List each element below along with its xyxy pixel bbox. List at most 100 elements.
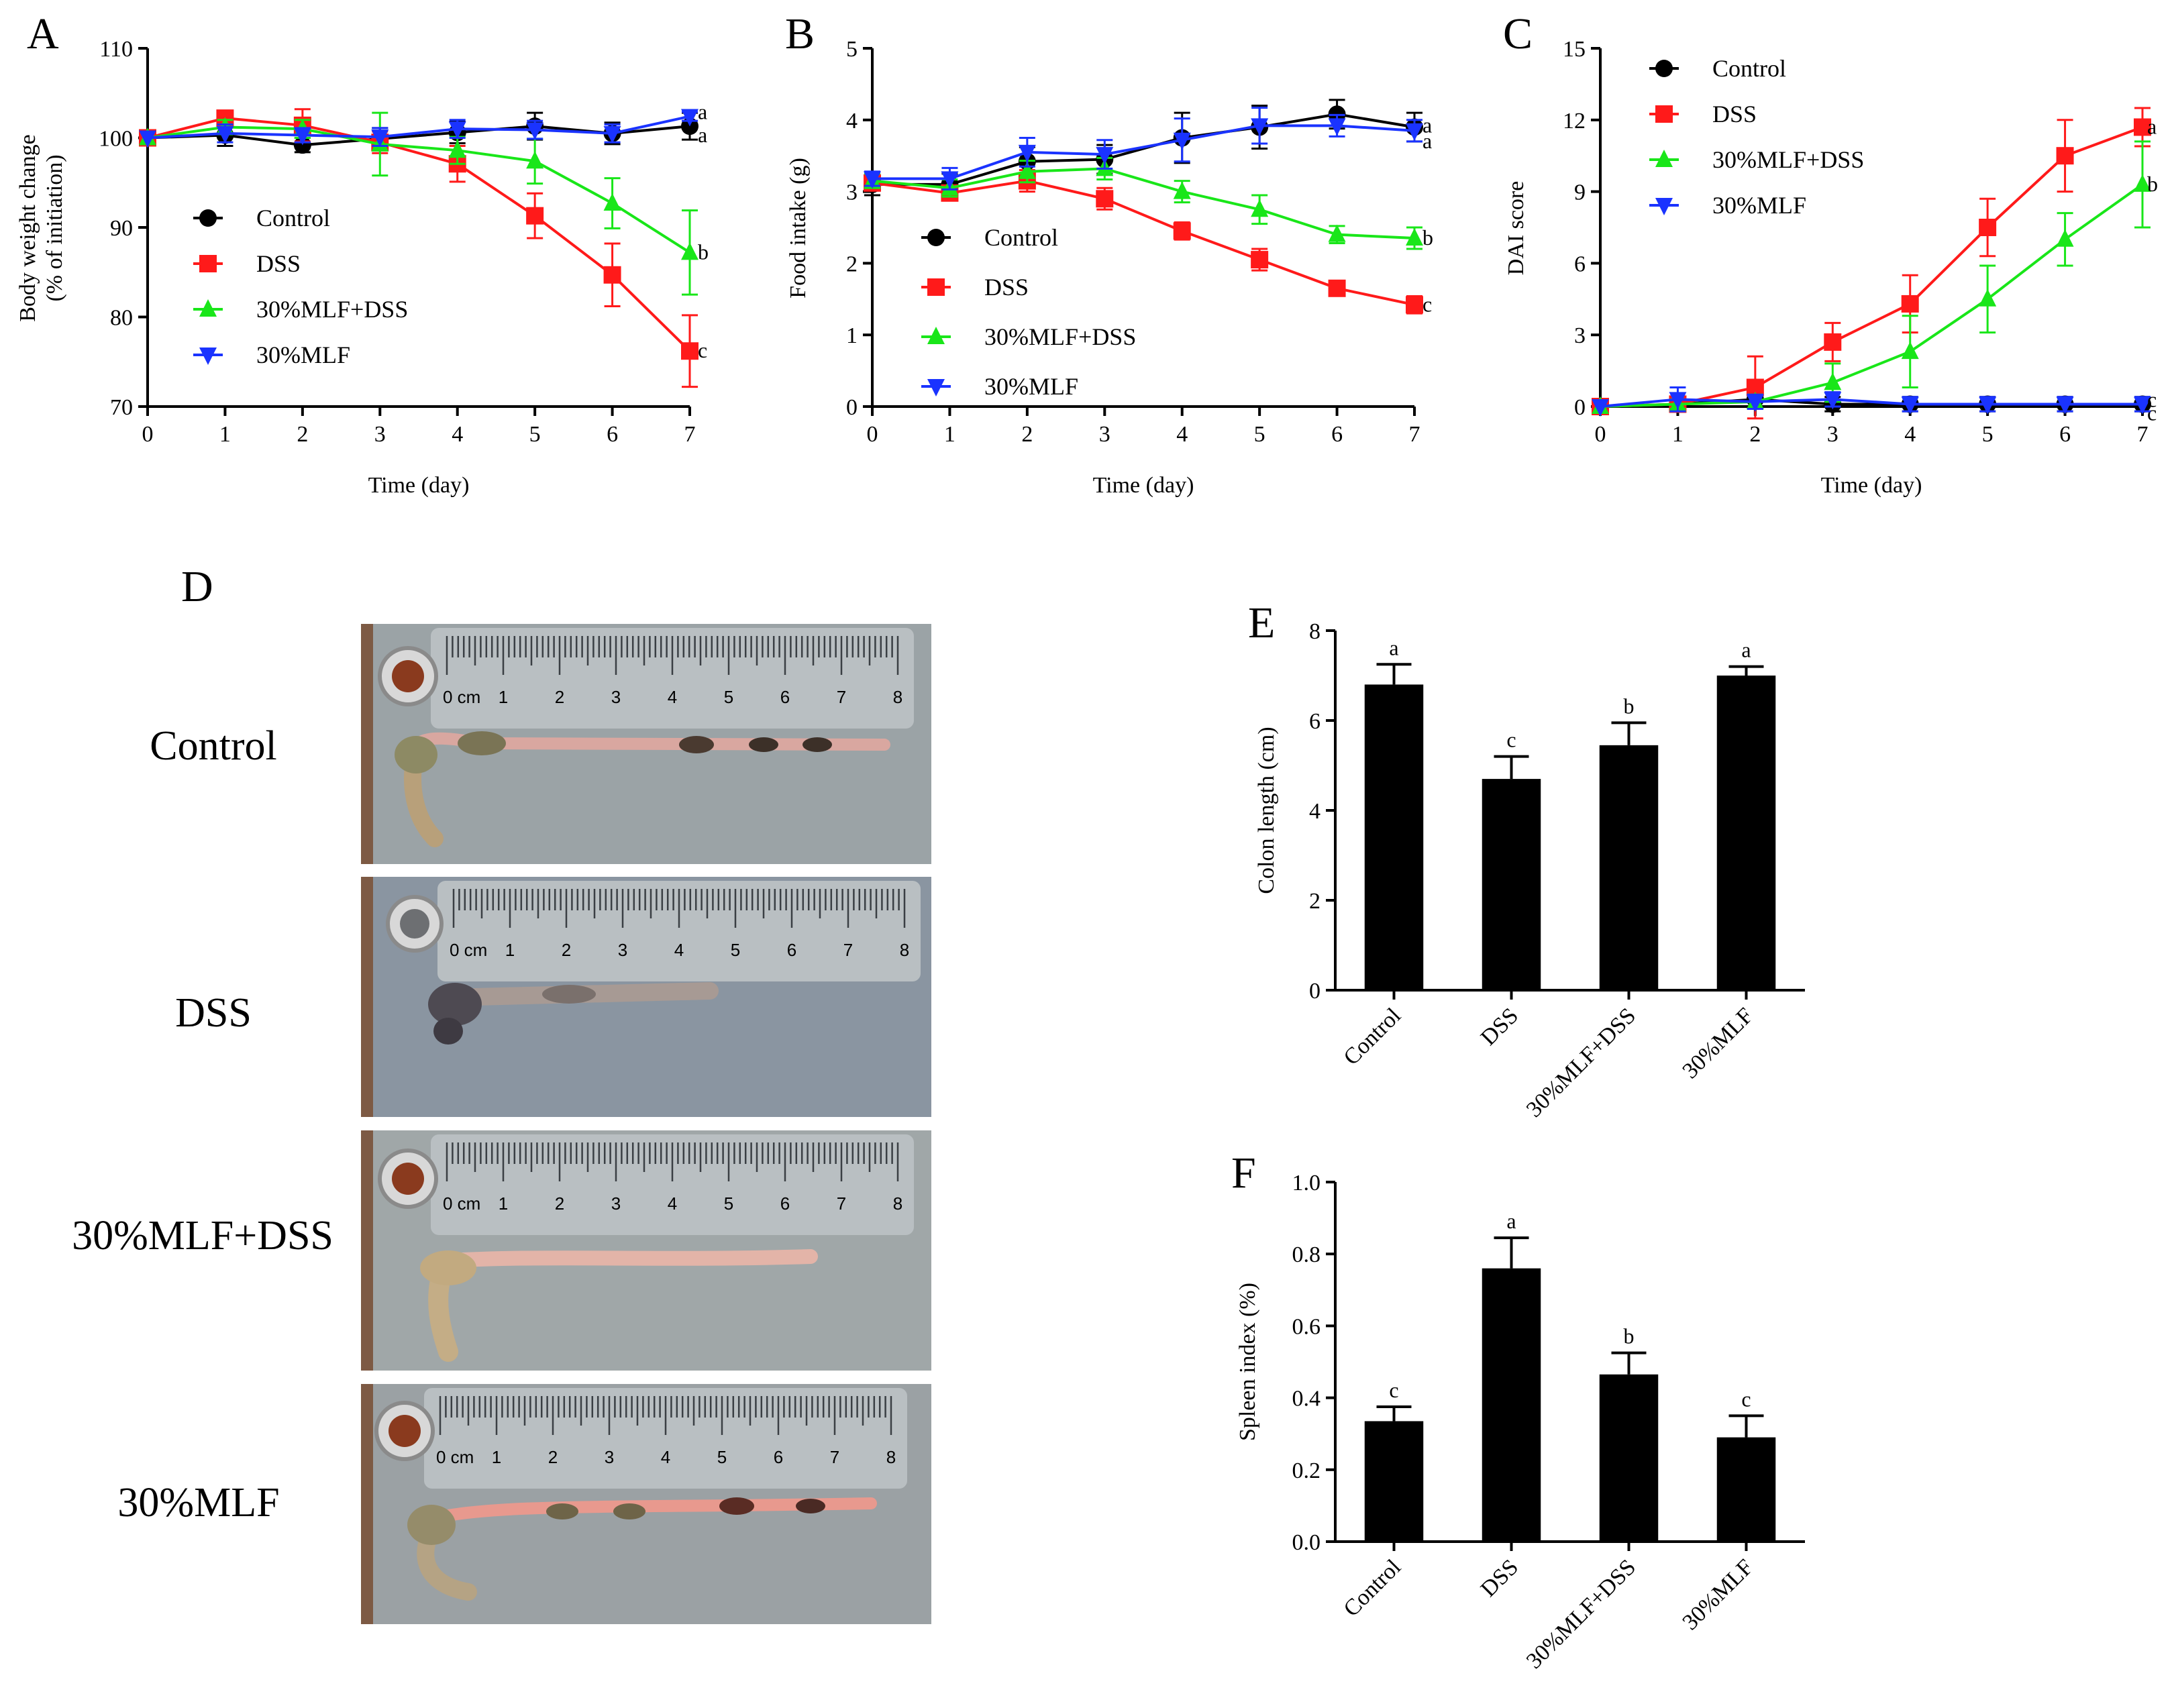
bar-group-30pctmlf: c 30%MLF — [1677, 1387, 1776, 1635]
data-point — [603, 266, 621, 284]
panel-letter-f: F — [1231, 1149, 1256, 1197]
data-point — [216, 125, 234, 144]
bar — [1364, 684, 1424, 990]
ruler-body — [424, 1388, 907, 1489]
significance-letter: a — [1741, 638, 1751, 662]
significance-letter: c — [698, 338, 707, 362]
data-point — [1406, 123, 1423, 141]
bar-group-dss: a DSS — [1476, 1209, 1541, 1602]
x-tick-label: 7 — [684, 422, 696, 447]
bar-group-control: a Control — [1339, 635, 1424, 1070]
y-axis-title-line: Body weight change — [15, 134, 40, 322]
ruler-number: 8 — [893, 687, 902, 707]
data-point — [1328, 224, 1346, 242]
ruler-body — [431, 628, 914, 729]
bar — [1716, 676, 1776, 990]
data-point — [1173, 132, 1191, 150]
panel-letter-e: E — [1248, 598, 1275, 647]
data-point — [2134, 174, 2151, 192]
y-tick-label: 0.4 — [1292, 1387, 1321, 1411]
bar-group-30pctmlf-dss: b 30%MLF+DSS — [1522, 1324, 1659, 1674]
x-tick-label: 2 — [1021, 422, 1033, 447]
y-axis-title: Body weight change(% of initiation) — [15, 134, 67, 322]
x-tick-label: 2 — [1749, 422, 1761, 447]
data-point — [1173, 222, 1191, 240]
legend-marker — [927, 229, 945, 246]
data-point — [448, 140, 466, 158]
x-tick-label: 1 — [944, 422, 955, 447]
x-axis-title: Time (day) — [368, 473, 470, 498]
y-axis-title: Spleen index (%) — [1235, 1283, 1260, 1441]
y-tick-label: 1 — [846, 323, 858, 348]
significance-letter: a — [2147, 114, 2157, 138]
x-axis-title: Time (day) — [1821, 473, 1922, 498]
series-30pctmlf-dss: b 30%MLF+DSS — [1592, 140, 2158, 414]
y-tick-label: 90 — [110, 216, 133, 241]
photo-label-dss: DSS — [175, 990, 252, 1036]
y-tick-label: 9 — [1574, 180, 1586, 205]
significance-letter: b — [1624, 1324, 1635, 1348]
y-axis-title-line: DAI score — [1504, 181, 1529, 276]
x-tick-label: 6 — [1331, 422, 1343, 447]
series-dss: c DSS — [139, 108, 707, 388]
panel-letter-b: B — [785, 9, 815, 58]
series-line — [872, 113, 1415, 186]
legend-marker — [1655, 150, 1673, 167]
y-tick-label: 0.0 — [1292, 1530, 1321, 1555]
ruler: 0 cm 1 2 3 4 5 6 7 8 — [424, 1388, 907, 1489]
bar — [1364, 1421, 1424, 1542]
x-tick-label: 4 — [452, 422, 463, 447]
y-tick-label: 1.0 — [1292, 1171, 1321, 1195]
significance-letter: b — [2147, 172, 2158, 196]
ruler-number: 7 — [843, 940, 853, 960]
y-tick-label: 4 — [846, 109, 858, 134]
data-point — [1824, 372, 1842, 390]
legend-label: 30%MLF+DSS — [256, 296, 408, 323]
ruler-number: 3 — [605, 1447, 614, 1467]
panel-letter-d: D — [181, 562, 213, 611]
ruler-number: 6 — [774, 1447, 783, 1467]
series-dss: a DSS — [1592, 101, 2157, 420]
x-axis-title: Time (day) — [1093, 473, 1194, 498]
x-tick-label: 3 — [374, 422, 386, 447]
legend-label: Control — [984, 224, 1058, 251]
bar — [1599, 1374, 1659, 1542]
colon-photo-control: 0 cm 1 2 3 4 5 6 7 8 — [361, 624, 931, 864]
ruler-number: 5 — [724, 687, 733, 707]
significance-letter: a — [1422, 129, 1432, 153]
data-point — [448, 121, 466, 140]
x-tick-label: 0 — [867, 422, 878, 447]
y-tick-label: 100 — [99, 127, 133, 152]
data-point — [1592, 399, 1609, 417]
colon-photo-mlf-dss: 0 cm 1 2 3 4 5 6 7 8 — [361, 1130, 931, 1371]
legend-label: 30%MLF — [256, 341, 350, 368]
x-tick-label: 3 — [1827, 422, 1839, 447]
bar-group-30pctmlf: a 30%MLF — [1677, 638, 1776, 1083]
legend-label: DSS — [984, 274, 1029, 301]
ruler-label: 0 cm — [443, 1193, 480, 1214]
x-tick-label: 4 — [1904, 422, 1916, 447]
significance-letter: c — [2147, 401, 2157, 425]
photo-label-mlf-dss: 30%MLF+DSS — [72, 1213, 333, 1259]
x-tick-label: Control — [1339, 1554, 1406, 1621]
data-point — [2134, 118, 2151, 136]
significance-letter: a — [1422, 113, 1432, 137]
significance-letter: c — [1422, 292, 1432, 316]
x-tick-label: 5 — [529, 422, 541, 447]
legend-marker — [927, 327, 945, 344]
data-point — [1251, 251, 1269, 269]
data-point — [864, 171, 881, 189]
y-tick-label: 0.2 — [1292, 1458, 1321, 1483]
ruler-number: 8 — [900, 940, 909, 960]
data-point — [526, 151, 544, 169]
ruler: 0 cm 1 2 3 4 5 6 7 8 — [431, 1134, 914, 1235]
series-line — [872, 167, 1415, 240]
data-point — [603, 125, 621, 144]
y-tick-label: 0.6 — [1292, 1314, 1321, 1339]
ruler-body — [431, 1134, 914, 1235]
significance-letter: a — [698, 99, 707, 123]
data-point — [1328, 118, 1346, 136]
data-point — [1406, 228, 1423, 246]
data-point — [1669, 392, 1687, 410]
panel-letter-c: C — [1503, 9, 1533, 58]
